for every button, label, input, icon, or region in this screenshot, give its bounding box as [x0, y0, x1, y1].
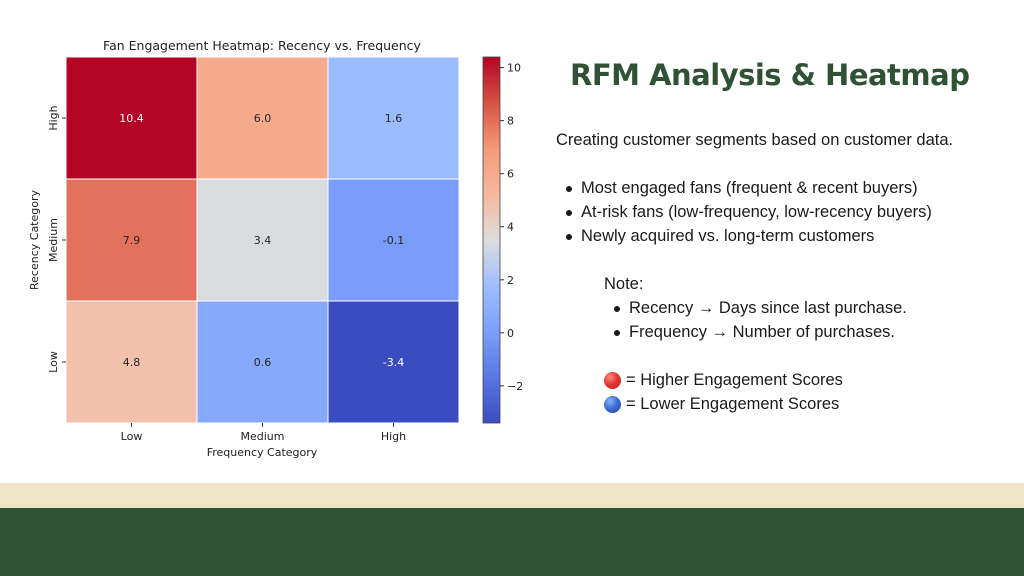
- colorbar-ticks: −2 0 2 4 6 8 10: [500, 62, 523, 393]
- cell-value-label: 6.0: [254, 112, 272, 125]
- footer-band-cream: [0, 483, 1024, 508]
- colorbar-tick-label: 4: [507, 221, 514, 234]
- note-label: Note:: [604, 275, 644, 293]
- note-item: Recency → Days since last purchase.: [604, 298, 1014, 322]
- colorbar: [482, 56, 501, 424]
- y-axis: High Medium Low: [47, 105, 66, 373]
- cell-value-label: -3.4: [383, 356, 404, 369]
- slide-title: RFM Analysis & Heatmap: [570, 58, 970, 92]
- heatmap-cell: [65, 178, 198, 302]
- footer-band-green: [0, 508, 1024, 576]
- intro-text: Creating customer segments based on cust…: [556, 131, 954, 149]
- blue-circle-icon: [604, 395, 621, 413]
- cell-value-label: 10.4: [119, 112, 144, 125]
- legend-high-label: = Higher Engagement Scores: [626, 370, 843, 389]
- cell-value-label: 0.6: [254, 356, 272, 369]
- heatmap-chart: Fan Engagement Heatmap: Recency vs. Freq…: [28, 38, 523, 459]
- x-tick-label: Medium: [241, 430, 285, 443]
- y-tick-label: Medium: [47, 218, 60, 262]
- heatmap-cell: [327, 56, 460, 180]
- y-axis-label: Recency Category: [28, 190, 41, 290]
- y-tick-label: High: [47, 105, 60, 130]
- cell-value-label: 1.6: [385, 112, 403, 125]
- red-circle-icon: [604, 371, 621, 389]
- cell-value-label: -0.1: [383, 234, 404, 247]
- cell-value-label: 4.8: [123, 356, 141, 369]
- note-item: Frequency → Number of purchases.: [604, 322, 1014, 346]
- colorbar-tick-label: 10: [507, 62, 521, 75]
- legend-low-label: = Lower Engagement Scores: [626, 394, 840, 413]
- colorbar-tick-label: 2: [507, 274, 514, 287]
- note-list: Recency → Days since last purchase. Freq…: [604, 298, 1014, 346]
- x-tick-label: High: [381, 430, 406, 443]
- x-tick-label: Low: [121, 430, 143, 443]
- colorbar-tick-label: 6: [507, 168, 514, 181]
- segment-item: At-risk fans (low-frequency, low-recency…: [556, 202, 1016, 226]
- segment-item: Most engaged fans (frequent & recent buy…: [556, 178, 1016, 202]
- legend-low: = Lower Engagement Scores: [604, 393, 1004, 415]
- heatmap-cell: [65, 56, 198, 180]
- heatmap-cell: [196, 300, 329, 424]
- heatmap-cell: [196, 56, 329, 180]
- heatmap-cell: [196, 178, 329, 302]
- y-tick-label: Low: [47, 351, 60, 373]
- heatmap-cells: 10.4 6.0 1.6 7.9 3.4 -0.1 4.8 0.6 -3.4: [65, 56, 460, 424]
- segment-list: Most engaged fans (frequent & recent buy…: [556, 178, 1016, 250]
- x-axis-label: Frequency Category: [207, 446, 318, 459]
- x-axis: Low Medium High: [121, 423, 406, 443]
- cell-value-label: 7.9: [123, 234, 141, 247]
- heatmap-cell: [327, 178, 460, 302]
- colorbar-tick-label: 0: [507, 327, 514, 340]
- colorbar-tick-label: 8: [507, 115, 514, 128]
- cell-value-label: 3.4: [254, 234, 272, 247]
- segment-item: Newly acquired vs. long-term customers: [556, 226, 1016, 250]
- colorbar-tick-label: −2: [507, 380, 523, 393]
- legend-high: = Higher Engagement Scores: [604, 369, 1004, 391]
- chart-title: Fan Engagement Heatmap: Recency vs. Freq…: [103, 38, 421, 53]
